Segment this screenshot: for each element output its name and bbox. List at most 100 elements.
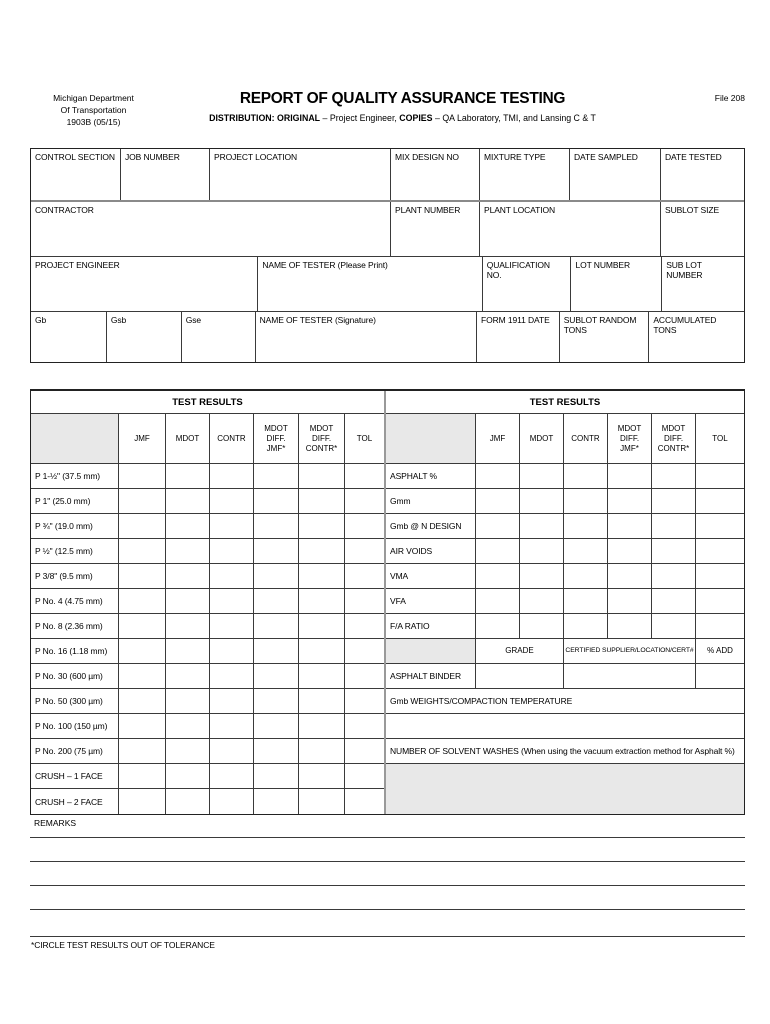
- result-cell[interactable]: [166, 739, 210, 763]
- result-cell[interactable]: [254, 489, 299, 513]
- result-cell[interactable]: [119, 639, 166, 663]
- remarks-field[interactable]: REMARKS: [30, 815, 745, 838]
- result-cell[interactable]: [520, 564, 564, 588]
- field-gsb[interactable]: Gsb: [107, 312, 182, 362]
- field-sublot-size[interactable]: SUBLOT SIZE: [661, 202, 744, 256]
- result-cell[interactable]: [520, 539, 564, 563]
- result-cell[interactable]: [608, 589, 652, 613]
- result-cell[interactable]: [696, 589, 744, 613]
- result-cell[interactable]: [210, 514, 254, 538]
- result-cell[interactable]: [696, 664, 744, 688]
- result-cell[interactable]: [345, 789, 384, 814]
- result-cell[interactable]: [119, 514, 166, 538]
- result-cell[interactable]: [299, 514, 345, 538]
- result-cell[interactable]: [254, 514, 299, 538]
- field-lot-number[interactable]: LOT NUMBER: [571, 257, 663, 311]
- result-cell[interactable]: [608, 564, 652, 588]
- field-plant-number[interactable]: PLANT NUMBER: [391, 202, 480, 256]
- result-cell[interactable]: [299, 689, 345, 713]
- result-cell[interactable]: [210, 639, 254, 663]
- remarks-blank-line[interactable]: [30, 838, 745, 862]
- field-control-section[interactable]: CONTROL SECTION: [31, 149, 121, 200]
- result-cell[interactable]: [696, 614, 744, 638]
- result-cell[interactable]: [299, 664, 345, 688]
- result-cell[interactable]: [166, 464, 210, 488]
- result-cell[interactable]: [696, 489, 744, 513]
- result-cell[interactable]: [119, 789, 166, 814]
- result-cell[interactable]: [166, 664, 210, 688]
- result-cell[interactable]: [564, 564, 608, 588]
- result-cell[interactable]: [564, 539, 608, 563]
- result-cell[interactable]: [299, 589, 345, 613]
- result-cell[interactable]: [254, 764, 299, 788]
- result-cell[interactable]: [254, 589, 299, 613]
- result-cell[interactable]: [564, 514, 608, 538]
- result-cell[interactable]: [564, 589, 608, 613]
- field-mixture-type[interactable]: MIXTURE TYPE: [480, 149, 570, 200]
- result-cell[interactable]: [119, 539, 166, 563]
- result-cell[interactable]: [696, 564, 744, 588]
- result-cell[interactable]: [476, 664, 564, 688]
- result-cell[interactable]: [254, 789, 299, 814]
- result-cell[interactable]: [299, 714, 345, 738]
- result-cell[interactable]: [299, 564, 345, 588]
- result-cell[interactable]: [345, 714, 384, 738]
- field-sublot-random-tons[interactable]: SUBLOT RANDOM TONS: [560, 312, 650, 362]
- result-cell[interactable]: [210, 564, 254, 588]
- result-cell[interactable]: [119, 689, 166, 713]
- result-cell[interactable]: [166, 589, 210, 613]
- field-job-number[interactable]: JOB NUMBER: [121, 149, 210, 200]
- result-cell[interactable]: [119, 564, 166, 588]
- result-cell[interactable]: [210, 689, 254, 713]
- result-cell[interactable]: [652, 539, 696, 563]
- result-cell[interactable]: [299, 764, 345, 788]
- result-cell[interactable]: [564, 664, 696, 688]
- blank-full-field[interactable]: [386, 714, 744, 738]
- gmb-weights-field[interactable]: Gmb WEIGHTS/COMPACTION TEMPERATURE: [390, 696, 573, 706]
- field-name-of-tester-signature[interactable]: NAME OF TESTER (Signature): [256, 312, 477, 362]
- field-gb[interactable]: Gb: [31, 312, 107, 362]
- result-cell[interactable]: [166, 614, 210, 638]
- result-cell[interactable]: [345, 689, 384, 713]
- result-cell[interactable]: [345, 739, 384, 763]
- result-cell[interactable]: [119, 714, 166, 738]
- result-cell[interactable]: [299, 539, 345, 563]
- result-cell[interactable]: [166, 489, 210, 513]
- solvent-washes-field[interactable]: NUMBER OF SOLVENT WASHES (When using the…: [390, 746, 735, 756]
- result-cell[interactable]: [520, 489, 564, 513]
- result-cell[interactable]: [119, 614, 166, 638]
- result-cell[interactable]: [166, 689, 210, 713]
- result-cell[interactable]: [608, 539, 652, 563]
- result-cell[interactable]: [696, 464, 744, 488]
- result-cell[interactable]: [345, 564, 384, 588]
- field-project-location[interactable]: PROJECT LOCATION: [210, 149, 391, 200]
- result-cell[interactable]: [254, 664, 299, 688]
- field-gse[interactable]: Gse: [182, 312, 256, 362]
- result-cell[interactable]: [254, 464, 299, 488]
- result-cell[interactable]: [166, 514, 210, 538]
- result-cell[interactable]: [210, 589, 254, 613]
- result-cell[interactable]: [345, 664, 384, 688]
- result-cell[interactable]: [299, 464, 345, 488]
- result-cell[interactable]: [345, 489, 384, 513]
- result-cell[interactable]: [345, 764, 384, 788]
- result-cell[interactable]: [652, 564, 696, 588]
- result-cell[interactable]: [608, 614, 652, 638]
- field-project-engineer[interactable]: PROJECT ENGINEER: [31, 257, 259, 311]
- result-cell[interactable]: [254, 564, 299, 588]
- result-cell[interactable]: [254, 539, 299, 563]
- field-contractor[interactable]: CONTRACTOR: [31, 202, 391, 256]
- result-cell[interactable]: [299, 639, 345, 663]
- result-cell[interactable]: [520, 589, 564, 613]
- result-cell[interactable]: [254, 714, 299, 738]
- result-cell[interactable]: [345, 589, 384, 613]
- result-cell[interactable]: [520, 464, 564, 488]
- field-date-tested[interactable]: DATE TESTED: [661, 149, 744, 200]
- result-cell[interactable]: [476, 489, 520, 513]
- result-cell[interactable]: [254, 739, 299, 763]
- field-form-1911-date[interactable]: FORM 1911 DATE: [477, 312, 560, 362]
- result-cell[interactable]: [254, 614, 299, 638]
- result-cell[interactable]: [299, 489, 345, 513]
- field-sub-lot-number[interactable]: SUB LOT NUMBER: [662, 257, 744, 311]
- result-cell[interactable]: [166, 539, 210, 563]
